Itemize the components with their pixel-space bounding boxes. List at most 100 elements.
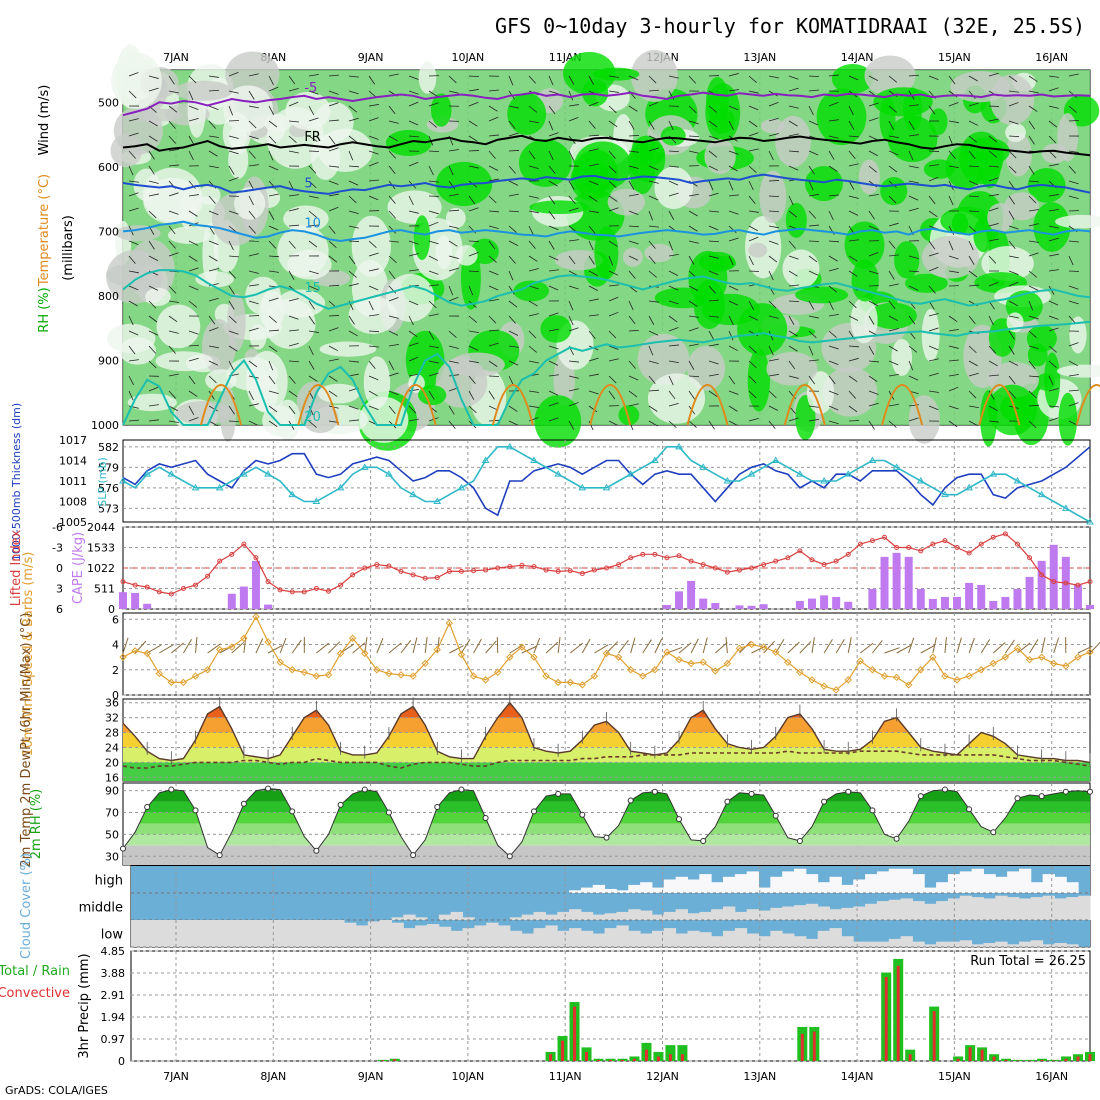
isotherm-label: 20 bbox=[304, 410, 321, 425]
wind-barb bbox=[888, 254, 899, 257]
rh-patch bbox=[518, 139, 572, 187]
lifted-point bbox=[821, 562, 827, 568]
wind-barb bbox=[1068, 255, 1074, 266]
precip-convective-bar bbox=[1064, 1058, 1068, 1061]
isotherm-25 bbox=[200, 384, 242, 426]
wind-barb bbox=[348, 195, 357, 204]
wind-barb bbox=[768, 345, 774, 356]
rh-patch bbox=[225, 51, 280, 98]
wind-barb bbox=[1008, 90, 1019, 93]
wind-barb bbox=[183, 639, 193, 654]
wind-point bbox=[735, 644, 744, 653]
wind-barb bbox=[688, 390, 696, 400]
wind-barb bbox=[368, 345, 379, 348]
footer-credit: GrADS: COLA/IGES bbox=[5, 1084, 108, 1097]
cloud-clear-cell bbox=[640, 882, 653, 893]
wind-barb bbox=[428, 165, 434, 176]
wind-barb bbox=[388, 372, 399, 377]
rh-y-tick: 30 bbox=[105, 850, 119, 863]
lifted-point bbox=[446, 568, 452, 574]
wind-barb bbox=[448, 255, 459, 259]
wind-barb bbox=[868, 345, 875, 355]
wind-barb bbox=[248, 180, 255, 191]
wind-barb bbox=[608, 270, 619, 276]
wind-point bbox=[590, 672, 599, 680]
wind-barb bbox=[208, 255, 218, 262]
wind-point bbox=[215, 645, 224, 654]
wind-barb bbox=[988, 194, 999, 197]
wind-barb bbox=[588, 298, 599, 302]
wind-barb bbox=[748, 75, 757, 83]
wind-barb bbox=[208, 375, 217, 384]
lifted-point bbox=[954, 545, 960, 550]
wind-barb bbox=[928, 252, 939, 257]
cloud-clear-cell bbox=[734, 874, 748, 893]
wind-barb bbox=[868, 420, 875, 430]
wind-barb bbox=[688, 315, 699, 318]
isotherm-label: -5 bbox=[304, 81, 317, 96]
wind-barb bbox=[608, 240, 618, 247]
lifted-point bbox=[761, 562, 767, 568]
wind-barb bbox=[594, 644, 609, 654]
rh-patch bbox=[831, 63, 874, 94]
wind-barb bbox=[208, 150, 218, 157]
wind-barb bbox=[948, 405, 959, 410]
cloud-clear-cell bbox=[924, 903, 937, 920]
wind-barb bbox=[208, 405, 218, 412]
cloud-clear-cell bbox=[651, 887, 665, 893]
wind-barb bbox=[168, 315, 178, 323]
cloud-clear-cell bbox=[1054, 898, 1067, 920]
wind-barb bbox=[128, 300, 138, 307]
wind-barb bbox=[308, 165, 317, 174]
wind-barb bbox=[788, 75, 799, 80]
wind-barb bbox=[228, 285, 235, 295]
wind-point bbox=[348, 634, 357, 642]
cape-bar bbox=[1086, 604, 1094, 609]
wind-barb bbox=[428, 102, 439, 107]
wind-point bbox=[687, 659, 695, 668]
wind-barb bbox=[828, 119, 839, 122]
wind-barb bbox=[708, 270, 719, 276]
wind-point bbox=[336, 649, 345, 658]
wind-barb bbox=[920, 644, 936, 654]
wind-barb bbox=[688, 375, 700, 378]
wind-barb bbox=[608, 255, 614, 266]
wind-barb bbox=[648, 89, 660, 92]
wind-barb bbox=[291, 639, 302, 654]
wind-barb bbox=[1068, 73, 1079, 77]
rh-patch bbox=[921, 308, 940, 362]
wind-barb bbox=[808, 120, 819, 126]
wind-barb bbox=[1048, 375, 1054, 386]
precip-total-bar bbox=[665, 1045, 676, 1061]
wind-barb bbox=[768, 240, 779, 245]
wind-label: 10m Wind Speed & Barbs (m/s) bbox=[21, 552, 36, 757]
cloud-clear-cell bbox=[936, 941, 949, 947]
rh-patch bbox=[155, 351, 213, 372]
wind-barb bbox=[328, 102, 339, 107]
rh-patch bbox=[704, 139, 736, 174]
lifted-point bbox=[434, 575, 440, 581]
wind-barb bbox=[788, 105, 799, 109]
cape-bar bbox=[239, 586, 248, 609]
wind-barb bbox=[448, 285, 454, 296]
lifted-point bbox=[265, 579, 271, 585]
wind-barb bbox=[508, 285, 515, 295]
wind-barb bbox=[408, 342, 419, 347]
wind-barb bbox=[618, 640, 629, 654]
wind-barb bbox=[148, 285, 159, 291]
wind-barb bbox=[823, 639, 833, 654]
wind-barb bbox=[188, 330, 199, 335]
wind-point bbox=[421, 659, 429, 668]
wind-point bbox=[566, 678, 574, 687]
wind-barb bbox=[948, 120, 959, 124]
wind-barb bbox=[508, 270, 514, 281]
wind-barb bbox=[548, 225, 559, 231]
wind-barb bbox=[128, 345, 136, 355]
wind-y-tick: 2 bbox=[112, 664, 119, 677]
wind-barb bbox=[928, 210, 938, 217]
wind-barb bbox=[992, 642, 1006, 654]
wind-barb bbox=[1077, 645, 1093, 654]
wind-barb bbox=[288, 224, 299, 227]
wind-barb bbox=[288, 390, 298, 398]
wind-barb bbox=[148, 300, 157, 309]
